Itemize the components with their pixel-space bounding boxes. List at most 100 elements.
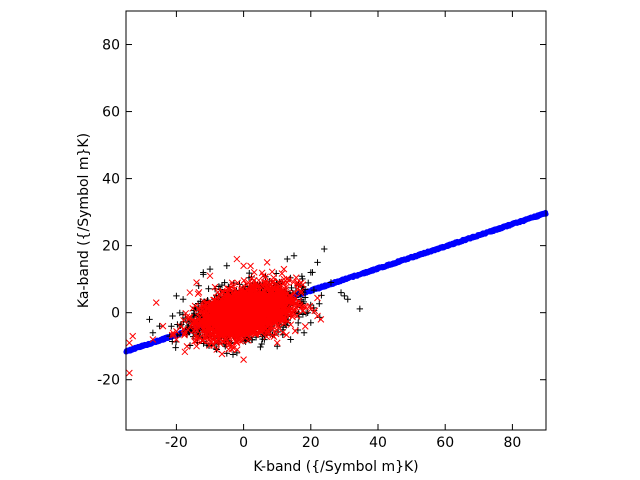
data-point-plus (223, 262, 230, 269)
data-point-x (280, 265, 288, 273)
data-point-x (159, 322, 167, 330)
data-point-x (220, 288, 227, 296)
data-point-x (193, 326, 201, 334)
data-point-x (300, 303, 307, 311)
data-point-x (270, 333, 278, 341)
data-point-x (169, 329, 177, 337)
data-point-x (282, 293, 289, 300)
data-point-x (191, 338, 198, 345)
data-point-plus (190, 307, 198, 314)
data-point-x (239, 337, 247, 344)
data-point-x (301, 323, 309, 330)
data-point-x (200, 301, 208, 308)
data-point-plus (257, 343, 264, 351)
data-point-plus (249, 336, 256, 344)
data-point-x (149, 336, 157, 343)
data-point-x (237, 326, 245, 333)
data-point-x (258, 294, 265, 302)
data-point-plus (321, 245, 328, 253)
data-point-x (152, 299, 160, 306)
data-point-x (225, 285, 233, 293)
data-point-x (274, 281, 282, 289)
data-point-plus (179, 296, 187, 303)
data-point-x (234, 312, 242, 320)
data-point-x (282, 286, 290, 294)
data-point-x (220, 310, 228, 318)
y-axis-label: Ka-band ({/Symbol m}K) (76, 133, 92, 308)
data-point-x (216, 340, 224, 348)
data-point-x (257, 327, 265, 335)
data-point-x (213, 294, 220, 301)
data-point-x (186, 289, 194, 296)
x-tick-label: 80 (503, 435, 521, 451)
data-point-plus (176, 309, 183, 317)
data-point-x (173, 328, 180, 335)
data-point-x (291, 289, 298, 297)
data-point-x (264, 285, 271, 292)
data-point-x (244, 324, 252, 332)
data-point-plus (287, 336, 294, 343)
data-point-plus (307, 319, 314, 326)
data-point-x (195, 319, 203, 327)
data-point-x (273, 339, 281, 347)
data-point-x (194, 315, 202, 323)
data-point-x (297, 287, 305, 295)
data-point-x (218, 288, 226, 296)
data-point-x (238, 296, 246, 304)
data-point-plus (344, 296, 351, 303)
data-point-plus (258, 340, 265, 348)
data-point-x (216, 324, 223, 331)
data-point-x (213, 301, 221, 309)
data-point-x (249, 310, 257, 318)
data-point-plus (195, 282, 202, 289)
data-point-plus (300, 329, 308, 336)
data-point-x (314, 294, 321, 302)
y-tick-label: 0 (111, 306, 120, 322)
data-point-x (256, 316, 264, 323)
x-tick-label: 20 (302, 435, 320, 451)
data-point-x (264, 310, 272, 318)
data-point-x (287, 292, 295, 300)
data-point-plus (200, 269, 207, 276)
x-axis-label: K-band ({/Symbol m}K) (253, 459, 418, 475)
data-point-x (176, 322, 184, 330)
data-point-plus (205, 285, 212, 292)
data-point-x (241, 316, 249, 323)
data-point-x (250, 296, 257, 304)
data-point-x (282, 316, 290, 323)
data-point-plus (290, 252, 298, 259)
data-point-x (218, 350, 226, 358)
data-point-x (228, 299, 236, 307)
data-point-plus (302, 294, 309, 301)
data-point-x (266, 314, 273, 322)
x-tick-label: 0 (239, 435, 248, 451)
data-point-x (283, 275, 291, 283)
data-point-x (191, 302, 199, 310)
data-point-x (204, 319, 212, 327)
data-point-x (269, 288, 276, 296)
x-tick-label: 60 (436, 435, 454, 451)
data-point-plus (168, 323, 175, 330)
data-point-x (220, 338, 228, 346)
data-point-x (294, 300, 302, 308)
data-point-x (202, 314, 210, 321)
y-tick-label: 40 (102, 172, 120, 188)
data-point-x (211, 283, 219, 291)
data-point-x (222, 325, 230, 333)
data-point-x (196, 308, 204, 315)
data-point-plus (156, 322, 163, 330)
data-point-x (283, 331, 290, 339)
data-point-x (237, 337, 244, 345)
data-point-x (280, 280, 287, 288)
data-point-x (263, 301, 271, 309)
data-point-x (213, 315, 220, 323)
data-point-x (268, 282, 276, 290)
data-point-x (196, 334, 203, 341)
data-point-plus (149, 329, 157, 336)
data-point-plus (327, 279, 335, 286)
data-point-x (183, 342, 191, 350)
data-point-x (265, 321, 273, 329)
data-point-x (272, 310, 279, 317)
data-point-x (276, 307, 284, 315)
